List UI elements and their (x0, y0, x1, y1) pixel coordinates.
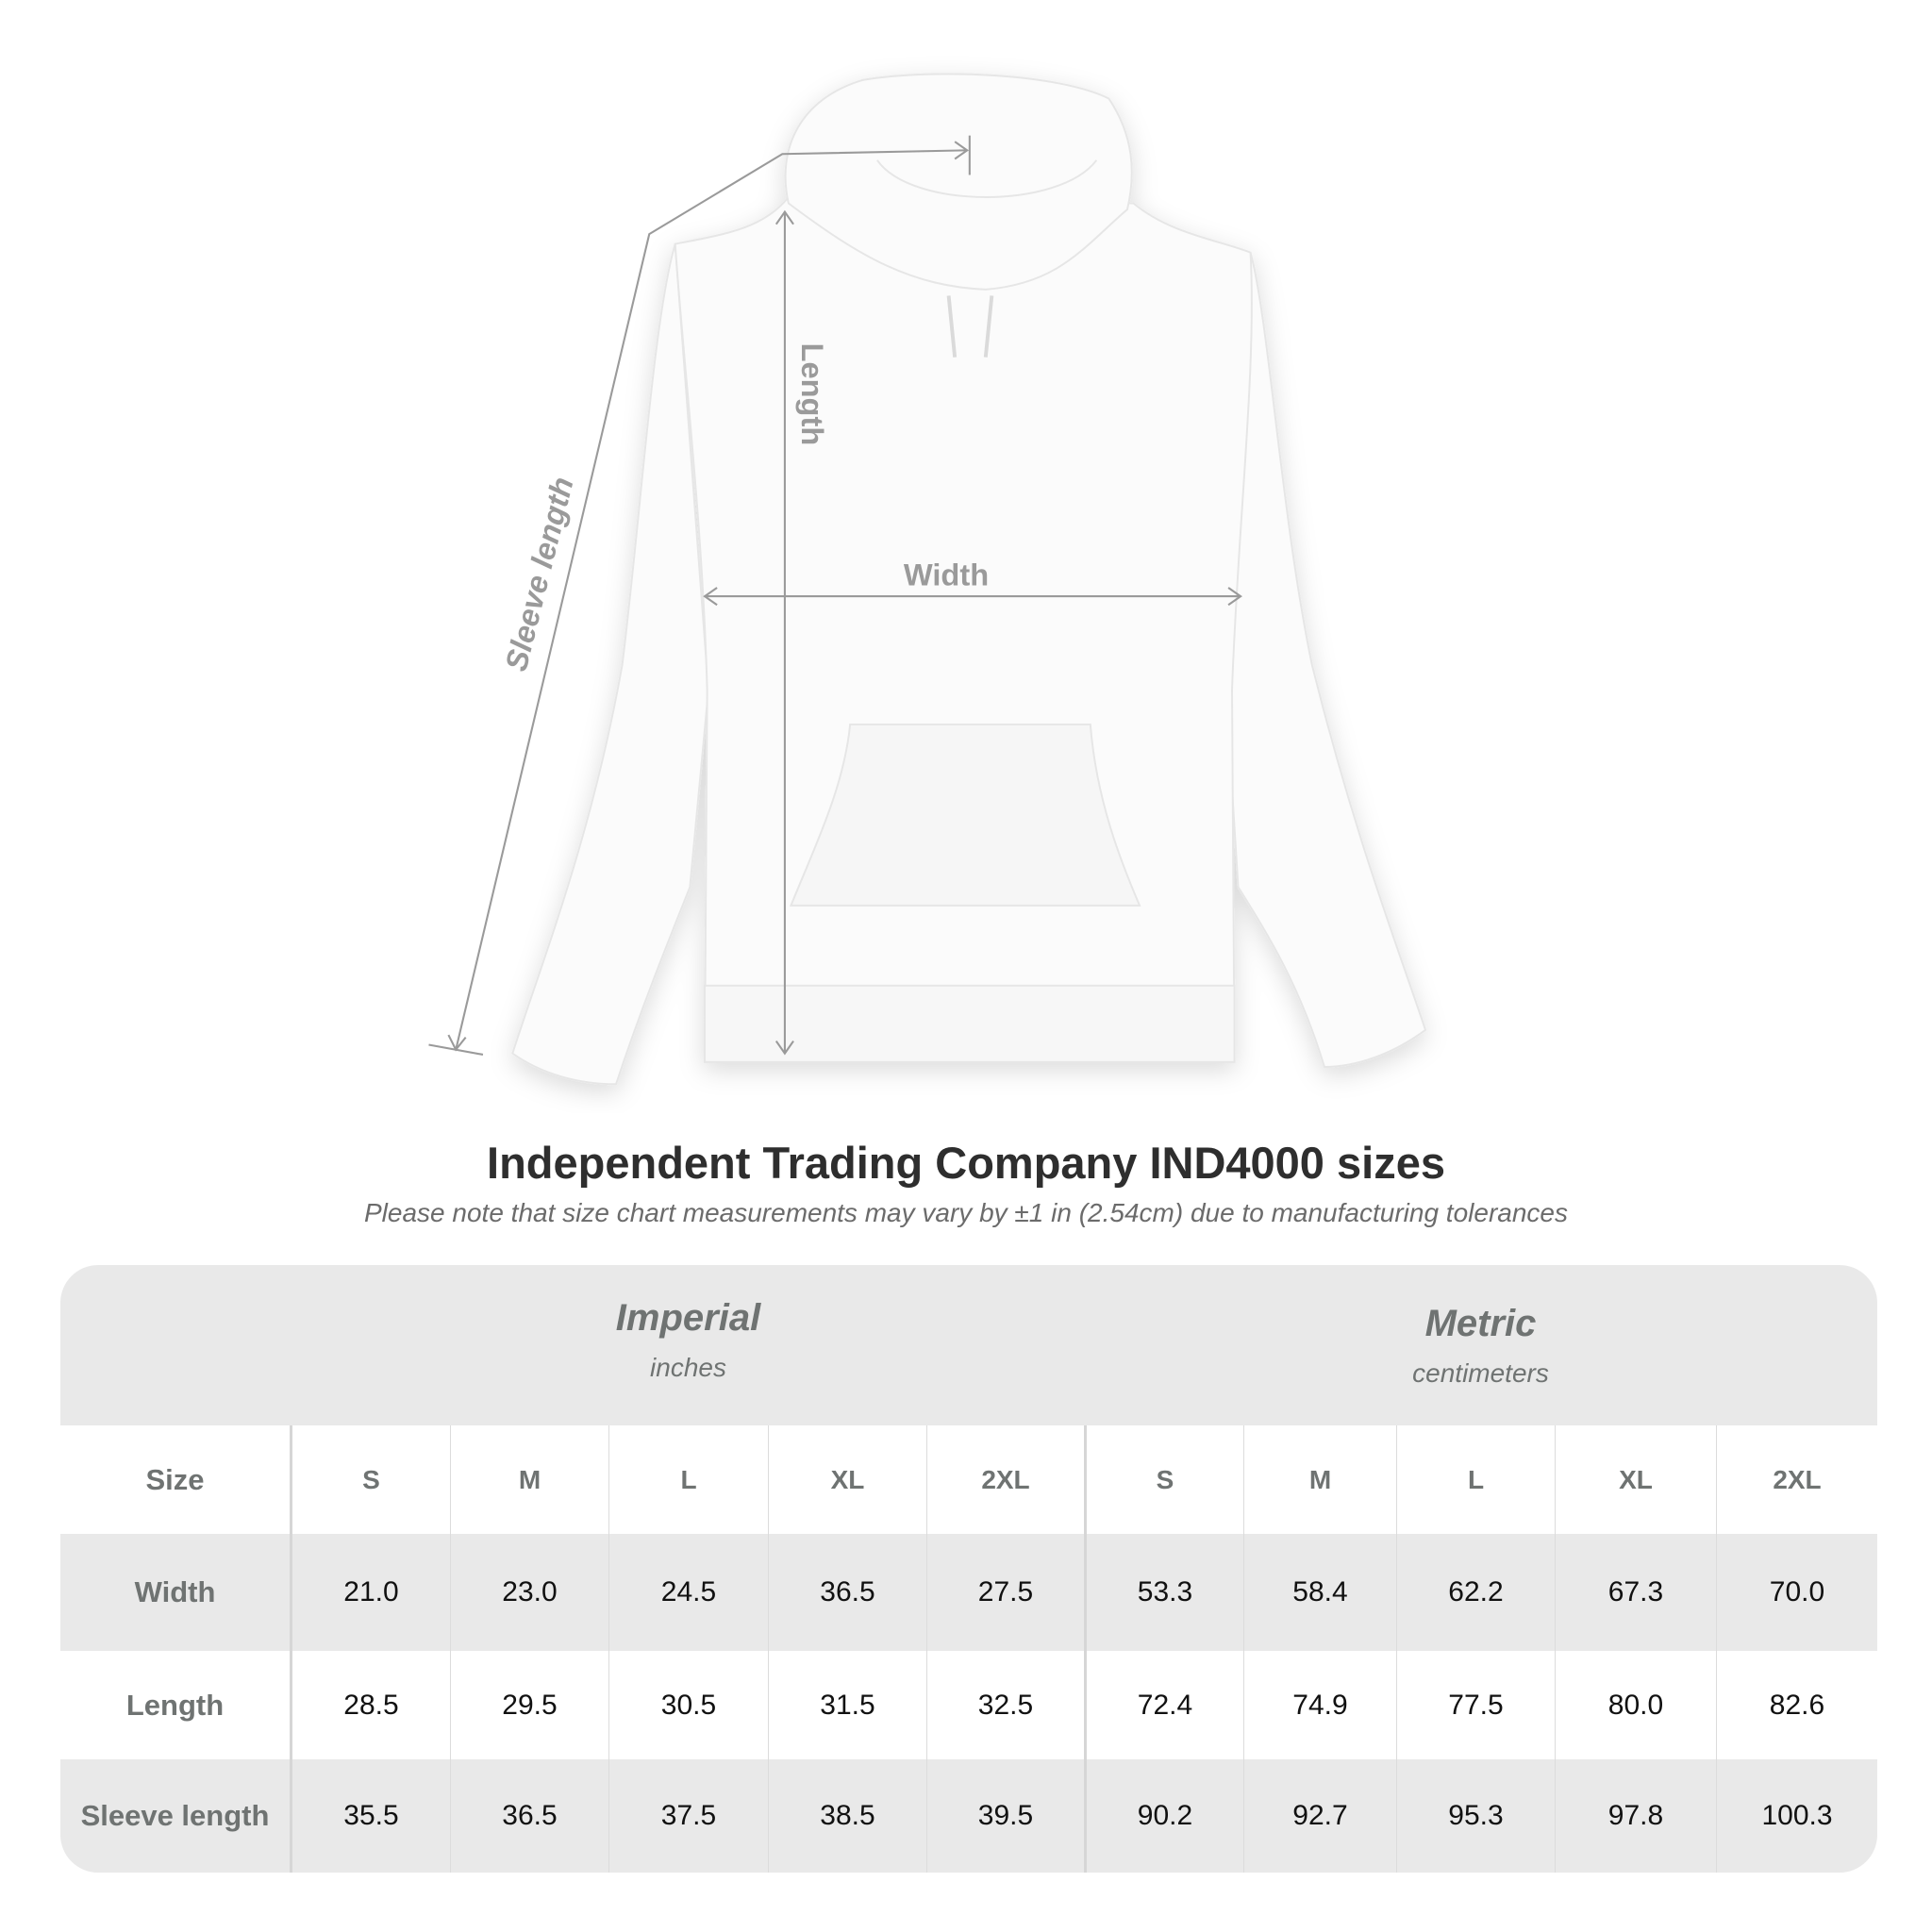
measure-lines (428, 135, 1242, 1056)
measurement-cell: 62.2 (1396, 1534, 1555, 1651)
measurement-cell: 82.6 (1716, 1651, 1877, 1759)
imperial-unit: inches (650, 1353, 726, 1382)
measurement-cell: 31.5 (768, 1651, 926, 1759)
measurement-cell: 30.5 (608, 1651, 768, 1759)
measurement-cell: 72.4 (1084, 1651, 1243, 1759)
measurement-cell: 80.0 (1555, 1651, 1716, 1759)
measurement-cell: 95.3 (1396, 1759, 1555, 1873)
size-header-cell: M (450, 1425, 608, 1534)
row-label: Width (60, 1534, 292, 1651)
measurement-cell: 70.0 (1716, 1534, 1877, 1651)
measurement-cell: 77.5 (1396, 1651, 1555, 1759)
metric-header: Metric centimeters (1084, 1303, 1877, 1389)
measurement-cell: 36.5 (768, 1534, 926, 1651)
imperial-title: Imperial (615, 1297, 761, 1339)
size-header-cell: XL (1555, 1425, 1716, 1534)
table-row: Width 21.0 23.0 24.5 36.5 27.5 53.3 58.4 62.2 67.… (60, 1534, 1877, 1651)
size-header-cell: S (1084, 1425, 1243, 1534)
table-row: Sleeve length 35.5 36.5 37.5 38.5 39.5 90.2 92.… (60, 1759, 1877, 1873)
width-label: Width (904, 557, 989, 591)
size-header-cell: 2XL (1716, 1425, 1877, 1534)
measurement-cell: 39.5 (926, 1759, 1084, 1873)
size-column-header: Size (60, 1425, 292, 1534)
measurement-cell: 36.5 (450, 1759, 608, 1873)
measurement-cell: 58.4 (1243, 1534, 1396, 1651)
measurement-cell: 67.3 (1555, 1534, 1716, 1651)
measurement-cell: 53.3 (1084, 1534, 1243, 1651)
size-header-cell: M (1243, 1425, 1396, 1534)
measurement-cell: 21.0 (343, 1576, 399, 1607)
length-label: Length (795, 343, 830, 446)
measurement-cell: 38.5 (768, 1759, 926, 1873)
table-row: Length 28.5 29.5 30.5 31.5 32.5 72.4 74.9 77.5 80… (60, 1651, 1877, 1759)
imperial-header: Imperial inches (292, 1297, 1084, 1383)
measurement-cell: 32.5 (926, 1651, 1084, 1759)
metric-unit: centimeters (1412, 1358, 1549, 1388)
measurement-cell: 29.5 (450, 1651, 608, 1759)
sleeve-measure-line (455, 149, 968, 1050)
tolerance-note: Please note that size chart measurements… (364, 1198, 1568, 1227)
metric-title: Metric (1424, 1303, 1537, 1344)
measurement-cell: 35.5 (343, 1800, 399, 1831)
unit-header: Imperial inches Metric centimeters (60, 1265, 1877, 1425)
hoodie-diagram: Width Length Sleeve length (428, 73, 1427, 1086)
measurement-cell: 28.5 (343, 1689, 399, 1721)
page-title: Independent Trading Company IND4000 size… (487, 1138, 1445, 1188)
row-label: Sleeve length (60, 1759, 292, 1873)
measurement-cell: 92.7 (1243, 1759, 1396, 1873)
measurement-cell: 74.9 (1243, 1651, 1396, 1759)
sleeve-length-label: Sleeve length (498, 474, 580, 675)
measurement-cell: 97.8 (1555, 1759, 1716, 1873)
measurement-cell: 27.5 (926, 1534, 1084, 1651)
size-table: Imperial inches Metric centimeters Size S… (60, 1265, 1877, 1873)
row-label: Length (60, 1651, 292, 1759)
hoodie-image (511, 73, 1427, 1086)
size-header-cell: L (608, 1425, 768, 1534)
measurement-cell: 100.3 (1716, 1759, 1877, 1873)
size-header-cell: S (362, 1464, 380, 1494)
size-header-cell: XL (768, 1425, 926, 1534)
size-header-cell: L (1396, 1425, 1555, 1534)
measurement-cell: 90.2 (1084, 1759, 1243, 1873)
size-header-cell: 2XL (926, 1425, 1084, 1534)
measurement-cell: 24.5 (608, 1534, 768, 1651)
size-header-row: Size S M L XL 2XL S M L XL 2XL (60, 1425, 1877, 1534)
measurement-cell: 37.5 (608, 1759, 768, 1873)
measurement-cell: 23.0 (450, 1534, 608, 1651)
